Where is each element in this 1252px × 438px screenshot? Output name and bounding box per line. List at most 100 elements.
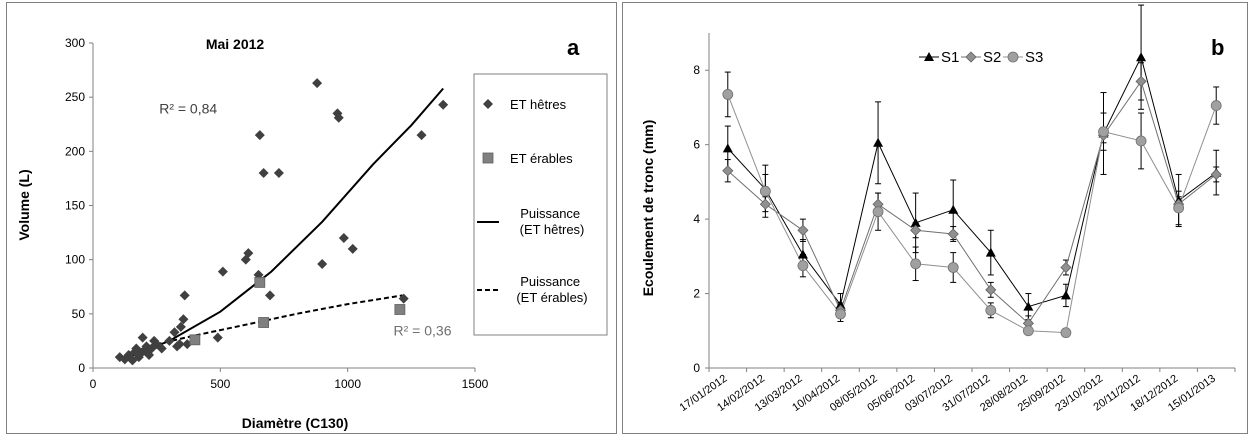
legend-item-puissance-erables: Puissance (ET érables) — [477, 274, 588, 305]
legend-item-erables: ET érables — [482, 151, 573, 166]
series-line — [727, 94, 1217, 334]
data-point — [722, 143, 733, 153]
legend-label: Puissance (ET hêtres) — [520, 206, 585, 237]
legend-item-s1: S1 — [919, 49, 959, 66]
data-point — [797, 260, 809, 272]
data-point — [1135, 75, 1147, 87]
y-tick-label: 100 — [65, 253, 85, 267]
legend-marker-circle — [1007, 51, 1019, 63]
data-point — [264, 290, 275, 301]
data-point — [1098, 126, 1109, 138]
panel-letter-b: b — [1211, 35, 1224, 60]
y-tick-label: 0 — [78, 361, 85, 375]
y-tick-label: 2 — [693, 287, 700, 301]
data-point — [1060, 261, 1072, 274]
data-point — [1023, 301, 1034, 311]
legend-marker-diamond — [483, 99, 493, 109]
legend-item-hetres: ET hêtres — [483, 97, 567, 112]
y-tick-label: 150 — [65, 199, 85, 213]
data-point — [217, 266, 228, 277]
x-axis-label: Diamètre (C130) — [242, 415, 349, 431]
data-point — [1136, 52, 1147, 62]
data-point — [416, 130, 427, 141]
legend: ET hêtres ET érables Puissance (ET hêtre… — [473, 73, 608, 336]
legend-box — [473, 73, 608, 336]
data-point — [910, 217, 921, 227]
data-point — [347, 243, 358, 254]
legend-label-line2: (ET hêtres) — [520, 222, 585, 237]
data-point — [910, 224, 922, 236]
data-point — [174, 339, 185, 350]
data-point — [835, 299, 846, 309]
x-tick-label: 500 — [210, 377, 230, 391]
legend-item-s2: S2 — [961, 49, 1001, 66]
y-tick-label: 4 — [693, 212, 700, 226]
legend-label: S1 — [941, 49, 959, 66]
legend-marker-diamond — [965, 51, 977, 63]
y-tick-label: 300 — [65, 36, 85, 50]
legend-item-puissance-hetres: Puissance (ET hêtres) — [477, 206, 584, 237]
data-point — [985, 284, 997, 296]
data-point — [394, 304, 406, 315]
data-point — [873, 137, 884, 147]
legend-marker-square — [482, 152, 494, 164]
data-point — [137, 332, 148, 343]
data-point — [759, 185, 771, 197]
legend-label: Puissance (ET érables) — [516, 274, 587, 305]
data-point — [1022, 325, 1034, 337]
data-point — [189, 334, 201, 346]
x-tick-label: 0 — [90, 377, 97, 391]
data-point — [258, 317, 270, 328]
data-point — [947, 228, 959, 240]
data-point — [175, 321, 186, 332]
data-point — [1173, 202, 1185, 214]
data-point — [985, 247, 996, 257]
legend-item-s3: S3 — [1003, 49, 1043, 66]
legend-label-line1: Puissance — [520, 206, 580, 221]
data-point — [1210, 100, 1222, 111]
data-point — [759, 198, 771, 210]
data-point — [722, 165, 734, 177]
data-point — [438, 99, 449, 110]
trend-line — [125, 87, 444, 360]
series-line — [727, 55, 1217, 308]
data-point — [273, 168, 284, 178]
chart-panel-a: 0 50 100 150 200 250 300 0 500 1000 1500 Mai 2012 … — [6, 2, 617, 434]
legend-label-line2: (ET érables) — [516, 290, 587, 305]
data-point — [212, 332, 223, 343]
data-point — [947, 262, 959, 273]
series-line — [727, 80, 1217, 325]
data-point — [722, 89, 734, 100]
legend-label: ET érables — [510, 151, 573, 166]
y-tick-label: 0 — [693, 361, 700, 375]
data-point — [164, 335, 175, 346]
r2-annotation-hetres: R² = 0,84 — [159, 100, 217, 116]
data-point — [258, 168, 269, 178]
data-point — [333, 112, 344, 123]
y-tick-label: 6 — [693, 138, 700, 152]
data-point — [835, 308, 846, 320]
legend-label: ET hêtres — [510, 97, 567, 112]
data-point — [398, 293, 409, 304]
y-tick-label: 200 — [65, 144, 85, 158]
data-point — [254, 130, 265, 141]
legend-label: S2 — [983, 49, 1001, 66]
legend: S1 S2 S3 — [919, 49, 1043, 66]
data-point — [1210, 168, 1222, 181]
data-point — [312, 78, 323, 89]
data-point — [797, 224, 809, 236]
panel-letter-a: a — [567, 35, 580, 60]
data-point — [178, 314, 189, 325]
data-point — [254, 277, 266, 288]
data-point — [985, 304, 997, 316]
data-point — [948, 204, 959, 214]
y-tick-label: 50 — [72, 307, 86, 321]
r2-annotation-erables: R² = 0,36 — [394, 323, 452, 339]
data-point — [179, 290, 190, 301]
line-chart-b: 0246817/01/201214/02/201213/03/201210/04… — [640, 4, 1236, 414]
legend-label-line1: Puissance — [520, 274, 580, 289]
data-point — [169, 327, 180, 338]
data-point — [910, 258, 922, 270]
chart-title: Mai 2012 — [206, 36, 265, 52]
